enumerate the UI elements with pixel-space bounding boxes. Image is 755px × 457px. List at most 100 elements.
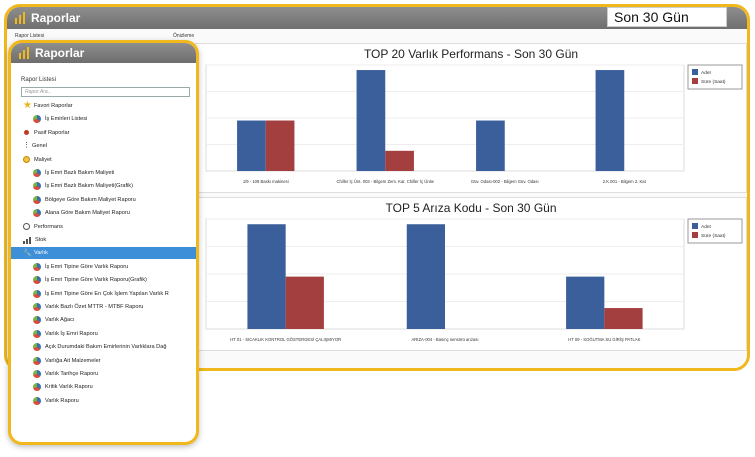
tree-item[interactable]: Varlık İş Emri Raporu [11, 328, 196, 340]
tree-item-label: Varlık [34, 250, 48, 257]
tree-item-label: İş Emri Tipine Göre Varlık Raporu(Grafik… [45, 277, 147, 284]
back-window-title: Raporlar [31, 11, 81, 25]
front-window-title: Raporlar [35, 46, 85, 60]
star-icon: ★ [23, 100, 32, 111]
back-report-window: Raporlar Son 30 Gün Rapor Listesi Önizle… [4, 4, 750, 371]
tree-item[interactable]: Varlığa Ait Malzemeler [11, 355, 196, 367]
tree-item[interactable]: ⋮ Genel [11, 140, 196, 152]
category-label: HT 09 - SOĞUTMA SU GİRİŞ PATLAK [568, 337, 640, 342]
tree-item-label: Varlık Ağacı [45, 317, 75, 324]
tree-item[interactable]: İş Emri Tipine Göre Varlık Raporu(Grafik… [11, 274, 196, 286]
report-list-label: Rapor Listesi [21, 77, 57, 83]
pie-chart-icon [33, 289, 41, 298]
pie-chart-icon [33, 370, 41, 378]
pie-chart-icon [33, 169, 41, 177]
legend-box [687, 218, 743, 244]
chart-top5-svg: HT 01 - SICAKLIK KONTROL GÖSTERGESİ ÇALI… [205, 218, 743, 342]
bar-adet [237, 120, 266, 171]
chart-panel-top5: TOP 5 Arıza Kodu - Son 30 Gün HT 01 - SI… [195, 197, 747, 351]
bar-adet [356, 70, 386, 171]
tree-item[interactable]: Performans [11, 221, 196, 233]
pie-chart-icon [33, 303, 41, 311]
clock-icon [23, 223, 30, 231]
bar-sure [604, 308, 643, 329]
bar-sure [265, 120, 295, 171]
tree-item[interactable]: Varlık Bazlı Özet MTTR - MTBF Raporu [11, 301, 196, 313]
bar-sure [285, 276, 324, 329]
category-label: 1/9 - 109 Baskı makinesi [243, 179, 289, 184]
tree-item[interactable]: Pasif Raporlar [11, 127, 196, 139]
legend-label: Adet [701, 224, 712, 230]
legend-label: Adet [701, 70, 712, 76]
legend-swatch [692, 78, 698, 84]
pie-chart-icon [33, 195, 41, 204]
tree-item[interactable]: ★ Favori Raporlar [11, 100, 196, 112]
bar-adet [476, 120, 505, 171]
pie-chart-icon [33, 209, 41, 218]
tree-item[interactable]: Açık Durumdaki Bakım Emirlerinin Varlıkl… [11, 341, 196, 353]
range-selector[interactable]: Son 30 Gün [607, 7, 727, 27]
report-search-input[interactable]: Rapor Ara... [21, 87, 190, 97]
chart-title-top5: TOP 5 Arıza Kodu - Son 30 Gün [385, 201, 557, 215]
pie-chart-icon [33, 396, 41, 405]
bar-chart-icon [23, 236, 31, 244]
onizleme-label: Önizleme [173, 33, 195, 39]
bar-adet [566, 276, 605, 329]
tree-item-label: İş Emri Tipine Göre En Çok İşlem Yapılan… [45, 290, 169, 297]
tree-item[interactable]: İş Emri Tipine Göre Varlık Raporu [11, 261, 196, 273]
vertical-dots-icon: ⋮ [23, 142, 30, 150]
tree-item-label: İş Emri Bazlı Bakım Maliyeti(Grafik) [45, 183, 133, 190]
tree-item[interactable]: Varlık Tarihçe Raporu [11, 368, 196, 380]
tree-item[interactable]: Varlık Ağacı [11, 314, 196, 326]
pie-chart-icon [33, 343, 41, 352]
pie-chart-icon [33, 316, 41, 325]
legend: Adet Süre (Saat) [687, 218, 743, 244]
tree-item-label: Varlık Tarihçe Raporu [45, 371, 99, 377]
category-label: Güv. Odası-002 - Bilgem Güv. Odası [471, 179, 539, 184]
tree-item-label: Alana Göre Bakım Maliyet Raporu [45, 210, 130, 217]
tree-item-label: İş Emri Bazlı Bakım Maliyeti [45, 170, 115, 176]
tree-item-label: Maliyet [34, 156, 52, 163]
tree-item[interactable]: İş Emri Tipine Göre En Çok İşlem Yapılan… [11, 288, 196, 300]
pie-chart-icon [33, 182, 41, 191]
tree-item[interactable]: İş Emri Bazlı Bakım Maliyeti(Grafik) [11, 180, 196, 192]
legend-swatch [692, 232, 698, 238]
tree-item-label: Genel [32, 143, 47, 150]
pie-chart-icon [33, 115, 41, 124]
tree-item-label: Bölgeye Göre Bakım Maliyet Raporu [45, 196, 136, 203]
category-label: HT 01 - SICAKLIK KONTROL GÖSTERGESİ ÇALI… [230, 337, 341, 342]
red-dot-icon [24, 130, 29, 136]
pie-chart-icon [33, 276, 41, 285]
pie-chart-icon [33, 329, 41, 338]
tree-item[interactable]: Bölgeye Göre Bakım Maliyet Raporu [11, 194, 196, 206]
tree-item[interactable]: Varlık Raporu [11, 395, 196, 407]
tree-item[interactable]: Alana Göre Bakım Maliyet Raporu [11, 207, 196, 219]
tree-item-label: Açık Durumdaki Bakım Emirlerinin Varlıkl… [45, 344, 167, 351]
bar-adet [406, 224, 445, 329]
tree-item-label: Kritik Varlık Raporu [45, 384, 93, 391]
legend: Adet Süre (Saat) [687, 64, 743, 90]
bar-chart-logo-icon [15, 12, 25, 24]
category-label: Chiller İç Ünt. 003 - Bilgem Zem. Kar. C… [336, 179, 434, 184]
bar-adet [247, 224, 286, 329]
tree-item-label: Varlık Raporu [45, 397, 79, 404]
legend-swatch [692, 223, 698, 229]
legend-label: Süre (Saat) [701, 79, 726, 85]
rapor-listesi-label: Rapor Listesi [15, 33, 45, 39]
chart-top20-svg: 1/9 - 109 Baskı makinesi Chiller İç Ünt. … [205, 64, 743, 184]
tree-item-label: İş Emirleri Listesi [45, 116, 88, 123]
pie-chart-icon [33, 383, 41, 392]
tree-item[interactable]: Stok [11, 234, 196, 246]
tree-item[interactable]: Maliyet [11, 154, 196, 166]
tree-item-label: Stok [35, 237, 47, 243]
chart-title-top20: TOP 20 Varlık Performans - Son 30 Gün [363, 47, 579, 61]
tree-item[interactable]: İş Emri Bazlı Bakım Maliyeti [11, 167, 196, 179]
pie-chart-icon [33, 262, 41, 271]
tree-item[interactable]: 🔧 Varlık [11, 247, 196, 260]
tree-item[interactable]: Kritik Varlık Raporu [11, 381, 196, 393]
legend-box [687, 64, 743, 90]
tree-item[interactable]: İş Emirleri Listesi [11, 113, 196, 125]
tree-item-label: Performans [34, 223, 63, 230]
coin-icon [23, 156, 30, 164]
legend-label: Süre (Saat) [701, 233, 726, 239]
